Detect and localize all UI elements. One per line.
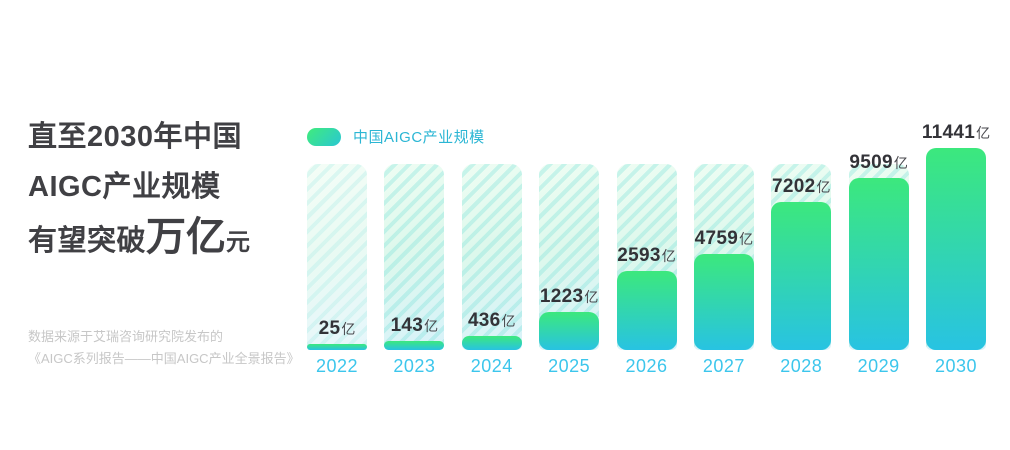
title-highlight: 万亿 <box>146 215 227 259</box>
value-number: 2593 <box>617 245 661 266</box>
bar-track <box>384 164 445 350</box>
value-number: 25 <box>318 318 341 339</box>
chart-column-2030: 11441亿 2030 <box>922 123 990 377</box>
year-label-2024: 2024 <box>470 356 513 376</box>
value-number: 9509 <box>849 152 893 173</box>
value-unit: 亿 <box>739 231 754 247</box>
value-unit: 亿 <box>341 321 356 337</box>
year-label-2022: 2022 <box>315 356 359 376</box>
chart-column-2024: 436亿 2024 <box>461 164 522 376</box>
bar-plot: 25亿 2022 143亿 2023 436亿 2024 1223亿 2025 2593亿 202… <box>307 123 990 377</box>
source-line-1: 数据来源于艾瑞咨询研究院发布的 <box>28 329 224 344</box>
bar-track <box>307 164 367 350</box>
chart-column-2025: 1223亿 2025 <box>539 164 600 376</box>
source-line-2: 《AIGC系列报告——中国AIGC产业全景报告》 <box>28 351 300 366</box>
bar-2024 <box>461 336 522 350</box>
year-label-2026: 2026 <box>625 356 668 376</box>
year-label-2027: 2027 <box>702 356 745 376</box>
chart-column-2026: 2593亿 2026 <box>616 164 677 376</box>
value-unit: 亿 <box>976 125 991 141</box>
year-label-2030: 2030 <box>934 356 978 376</box>
year-label-2023: 2023 <box>393 356 436 376</box>
value-label-2029: 9509亿 <box>849 153 907 174</box>
value-number: 7202 <box>772 176 816 197</box>
title-line-3-prefix: 有望突破 <box>28 225 147 257</box>
year-label-2028: 2028 <box>780 356 823 376</box>
chart-column-2029: 9509亿 2029 <box>848 153 909 376</box>
value-unit: 亿 <box>893 155 908 171</box>
value-number: 1223 <box>539 286 584 307</box>
title-line-3-suffix: 元 <box>226 229 251 256</box>
value-label-2024: 436亿 <box>468 311 516 332</box>
data-source-note: 数据来源于艾瑞咨询研究院发布的 《AIGC系列报告——中国AIGC产业全景报告》 <box>28 326 300 370</box>
title-line-1: 直至2030年中国 <box>28 121 243 153</box>
title-line-2: AIGC产业规模 <box>28 171 221 203</box>
value-unit: 亿 <box>584 289 599 305</box>
title-line-3: 有望突破万亿元 <box>28 212 251 268</box>
page-title: 直至2030年中国 AIGC产业规模 有望突破万亿元 <box>28 112 251 268</box>
chart-column-2028: 7202亿 2028 <box>771 164 832 376</box>
legend-swatch-icon <box>307 127 341 146</box>
value-unit: 亿 <box>816 179 831 195</box>
bar-track <box>461 164 522 350</box>
chart-column-2027: 4759亿 2027 <box>693 164 754 376</box>
bar-2029 <box>848 178 909 350</box>
value-label-2025: 1223亿 <box>540 287 598 308</box>
chart-column-2023: 143亿 2023 <box>384 164 445 376</box>
value-unit: 亿 <box>424 318 439 334</box>
value-label-2030: 11441亿 <box>922 123 990 144</box>
bar-2025 <box>539 312 600 350</box>
value-label-2027: 4759亿 <box>695 229 753 250</box>
value-unit: 亿 <box>501 313 516 329</box>
legend-label: 中国AIGC产业规模 <box>353 129 485 146</box>
value-number: 11441 <box>921 122 976 143</box>
chart-column-2022: 25亿 2022 <box>307 164 367 376</box>
value-unit: 亿 <box>661 248 676 264</box>
bar-2027 <box>693 254 754 350</box>
value-label-2026: 2593亿 <box>617 246 675 267</box>
bar-2023 <box>384 341 445 350</box>
value-number: 4759 <box>694 228 739 249</box>
value-label-2023: 143亿 <box>391 316 439 337</box>
bar-2030 <box>926 148 986 350</box>
bar-2026 <box>616 271 677 350</box>
value-label-2022: 25亿 <box>319 319 356 340</box>
value-number: 436 <box>467 310 501 331</box>
value-label-2028: 7202亿 <box>772 177 830 198</box>
year-label-2029: 2029 <box>857 356 900 376</box>
year-label-2025: 2025 <box>548 356 591 376</box>
bar-2022 <box>307 344 367 350</box>
value-number: 143 <box>390 315 424 336</box>
bar-2028 <box>771 202 832 350</box>
chart-legend: 中国AIGC产业规模 <box>307 126 485 147</box>
